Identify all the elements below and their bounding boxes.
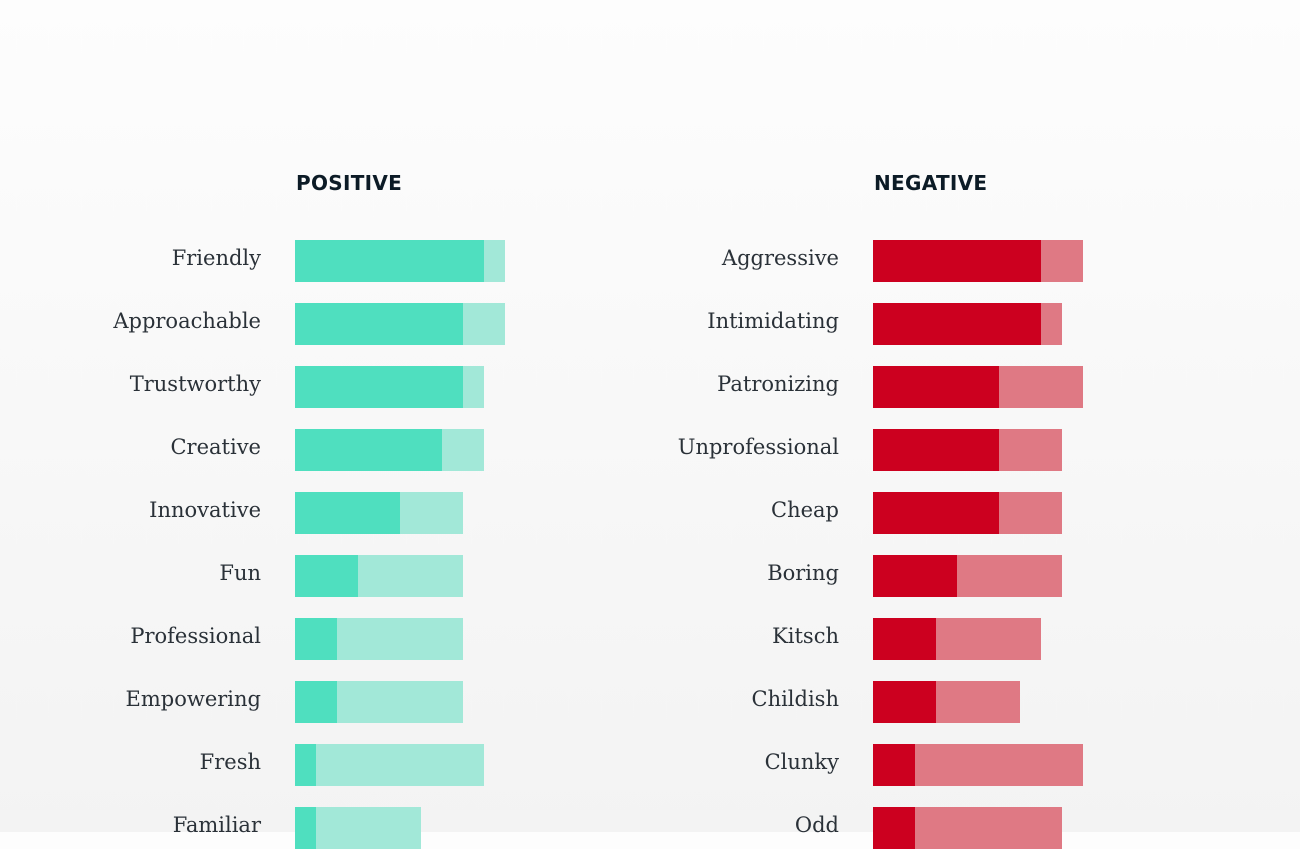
negative-bar-odd-segment-2 xyxy=(915,807,1062,849)
positive-bar-approachable-segment-2 xyxy=(463,303,505,345)
negative-label-patronizing: Patronizing xyxy=(717,372,839,396)
positive-heading: POSITIVE xyxy=(296,171,403,195)
positive-bar-empowering-segment-2 xyxy=(337,681,463,723)
positive-label-innovative: Innovative xyxy=(149,498,261,522)
negative-chart: NEGATIVE Aggressive Intimidating Patronizi… xyxy=(677,171,1083,849)
negative-label-cheap: Cheap xyxy=(771,498,839,522)
positive-bar-trustworthy-segment-1 xyxy=(295,366,463,408)
negative-bar-intimidating-segment-1 xyxy=(873,303,1041,345)
negative-bar-cheap-segment-2 xyxy=(999,492,1062,534)
negative-bar-unprofessional-segment-2 xyxy=(999,429,1062,471)
positive-label-friendly: Friendly xyxy=(171,246,261,270)
negative-bar-aggressive-segment-2 xyxy=(1041,240,1083,282)
positive-label-trustworthy: Trustworthy xyxy=(129,372,261,396)
negative-label-odd: Odd xyxy=(794,813,839,837)
negative-bar-patronizing-segment-2 xyxy=(999,366,1083,408)
positive-bar-approachable-segment-1 xyxy=(295,303,463,345)
positive-bar-fresh-segment-2 xyxy=(316,744,484,786)
negative-heading: NEGATIVE xyxy=(874,171,988,195)
negative-label-intimidating: Intimidating xyxy=(707,309,839,333)
positive-bar-friendly-segment-1 xyxy=(295,240,484,282)
positive-bar-friendly-segment-2 xyxy=(484,240,505,282)
positive-bar-creative-segment-2 xyxy=(442,429,484,471)
negative-bar-aggressive-segment-1 xyxy=(873,240,1041,282)
positive-chart: POSITIVE Friendly Approachable Trustworthy… xyxy=(113,171,505,849)
negative-bar-childish-segment-1 xyxy=(873,681,936,723)
negative-bar-childish-segment-2 xyxy=(936,681,1020,723)
positive-bar-trustworthy-segment-2 xyxy=(463,366,484,408)
negative-label-aggressive: Aggressive xyxy=(721,246,839,270)
positive-label-approachable: Approachable xyxy=(113,309,261,333)
negative-label-boring: Boring xyxy=(767,561,839,585)
negative-label-unprofessional: Unprofessional xyxy=(677,435,839,459)
positive-label-empowering: Empowering xyxy=(125,687,261,711)
negative-bar-kitsch-segment-1 xyxy=(873,618,936,660)
positive-label-creative: Creative xyxy=(170,435,261,459)
positive-bar-professional-segment-1 xyxy=(295,618,337,660)
negative-bar-kitsch-segment-2 xyxy=(936,618,1041,660)
positive-bar-professional-segment-2 xyxy=(337,618,463,660)
positive-label-professional: Professional xyxy=(130,624,261,648)
positive-bar-creative-segment-1 xyxy=(295,429,442,471)
positive-label-fun: Fun xyxy=(219,561,261,585)
positive-bar-empowering-segment-1 xyxy=(295,681,337,723)
negative-bar-unprofessional-segment-1 xyxy=(873,429,999,471)
positive-bar-fun-segment-1 xyxy=(295,555,358,597)
negative-bar-intimidating-segment-2 xyxy=(1041,303,1062,345)
negative-bar-odd-segment-1 xyxy=(873,807,915,849)
negative-bar-cheap-segment-1 xyxy=(873,492,999,534)
positive-bar-fun-segment-2 xyxy=(358,555,463,597)
negative-bar-clunky-segment-1 xyxy=(873,744,915,786)
negative-label-childish: Childish xyxy=(751,687,840,711)
negative-bar-boring-segment-2 xyxy=(957,555,1062,597)
negative-bar-clunky-segment-2 xyxy=(915,744,1083,786)
negative-label-clunky: Clunky xyxy=(764,750,839,774)
positive-label-fresh: Fresh xyxy=(199,750,261,774)
negative-label-kitsch: Kitsch xyxy=(772,624,839,648)
positive-bar-innovative-segment-2 xyxy=(400,492,463,534)
negative-bar-boring-segment-1 xyxy=(873,555,957,597)
negative-bar-patronizing-segment-1 xyxy=(873,366,999,408)
positive-bar-innovative-segment-1 xyxy=(295,492,400,534)
positive-bar-fresh-segment-1 xyxy=(295,744,316,786)
